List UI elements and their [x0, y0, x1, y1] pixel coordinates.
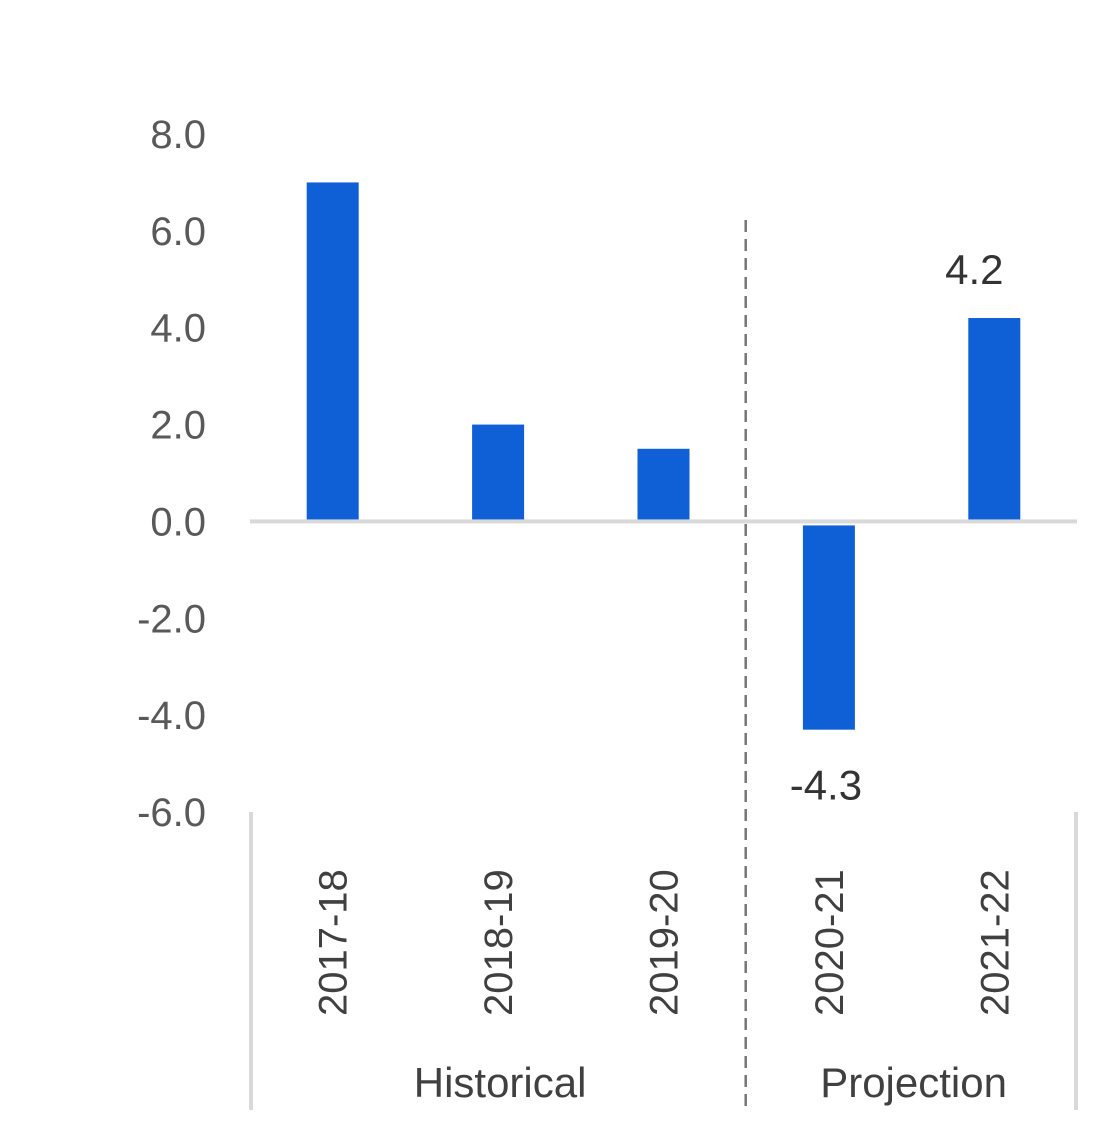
bar-2020-21: [802, 525, 855, 730]
bars: [306, 182, 1021, 730]
data-labels: -4.3 4.2: [790, 246, 1004, 809]
data-label-2021-22: 4.2: [945, 246, 1003, 293]
group-label-historical: Historical: [414, 1059, 587, 1106]
category-label: 2021-22: [973, 869, 1017, 1016]
y-tick-label: 2.0: [150, 404, 206, 448]
category-label: 2019-20: [643, 869, 687, 1016]
y-tick-label: -2.0: [137, 597, 206, 641]
group-label-projection: Projection: [820, 1059, 1007, 1106]
category-labels: 2017-18 2018-19 2019-20 2020-21 2021-22: [312, 869, 1018, 1016]
bar-2021-22: [968, 318, 1021, 520]
y-tick-label: 0.0: [150, 500, 206, 544]
y-tick-label: -6.0: [137, 791, 206, 835]
bar-2018-19: [472, 424, 525, 520]
group-labels: Historical Projection: [414, 1059, 1007, 1106]
y-axis-ticks: 8.0 6.0 4.0 2.0 0.0 -2.0 -4.0 -6.0: [137, 113, 206, 835]
y-tick-label: 4.0: [150, 307, 206, 351]
y-tick-label: -4.0: [137, 694, 206, 738]
category-label: 2017-18: [312, 869, 356, 1016]
y-tick-label: 8.0: [150, 113, 206, 157]
category-label: 2018-19: [477, 869, 521, 1016]
y-tick-label: 6.0: [150, 210, 206, 254]
axis-frame: [249, 220, 1078, 1110]
data-label-2020-21: -4.3: [790, 762, 862, 809]
category-label: 2020-21: [808, 869, 852, 1016]
bar-2019-20: [637, 448, 690, 520]
bar-2017-18: [306, 182, 359, 520]
